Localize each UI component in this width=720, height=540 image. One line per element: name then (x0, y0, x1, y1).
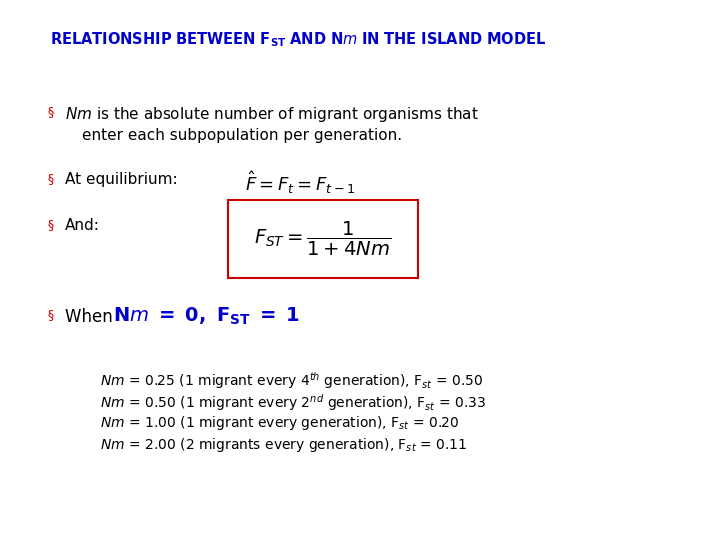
Text: §: § (48, 308, 54, 321)
Text: §: § (48, 218, 54, 231)
Text: $N\mathit{m}$ = 1.00 (1 migrant every generation), F$_{st}$ = 0.20: $N\mathit{m}$ = 1.00 (1 migrant every ge… (100, 414, 459, 432)
Text: $N\mathit{m}$ = 0.50 (1 migrant every 2$^{nd}$ generation), F$_{st}$ = 0.33: $N\mathit{m}$ = 0.50 (1 migrant every 2$… (100, 392, 486, 413)
Text: And:: And: (65, 218, 100, 233)
Text: $N\mathit{m}$ = 2.00 (2 migrants every generation), F$_{st}$ = 0.11: $N\mathit{m}$ = 2.00 (2 migrants every g… (100, 436, 467, 454)
Text: $\hat{F} = F_t = F_{t-1}$: $\hat{F} = F_t = F_{t-1}$ (245, 169, 355, 196)
Text: At equilibrium:: At equilibrium: (65, 172, 178, 187)
Text: enter each subpopulation per generation.: enter each subpopulation per generation. (82, 128, 402, 143)
Text: When: When (65, 308, 118, 326)
Text: $\mathbf{N\mathit{m}\ =\ 0,\ F_{ST}\ =\ 1}$: $\mathbf{N\mathit{m}\ =\ 0,\ F_{ST}\ =\ … (113, 306, 300, 327)
Text: $N\mathit{m}$ = 0.25 (1 migrant every 4$^{th}$ generation), F$_{st}$ = 0.50: $N\mathit{m}$ = 0.25 (1 migrant every 4$… (100, 370, 483, 391)
Text: $N\mathit{m}$ is the absolute number of migrant organisms that: $N\mathit{m}$ is the absolute number of … (65, 105, 479, 124)
Text: §: § (48, 105, 54, 118)
Text: $F_{ST} = \dfrac{1}{1 + 4N\mathit{m}}$: $F_{ST} = \dfrac{1}{1 + 4N\mathit{m}}$ (254, 220, 392, 258)
Text: §: § (48, 172, 54, 185)
Text: $\mathbf{RELATIONSHIP\ BETWEEN\ F_{ST}\ AND\ N\mathit{m}\ IN\ THE\ ISLAND\ MODEL: $\mathbf{RELATIONSHIP\ BETWEEN\ F_{ST}\ … (50, 30, 547, 49)
